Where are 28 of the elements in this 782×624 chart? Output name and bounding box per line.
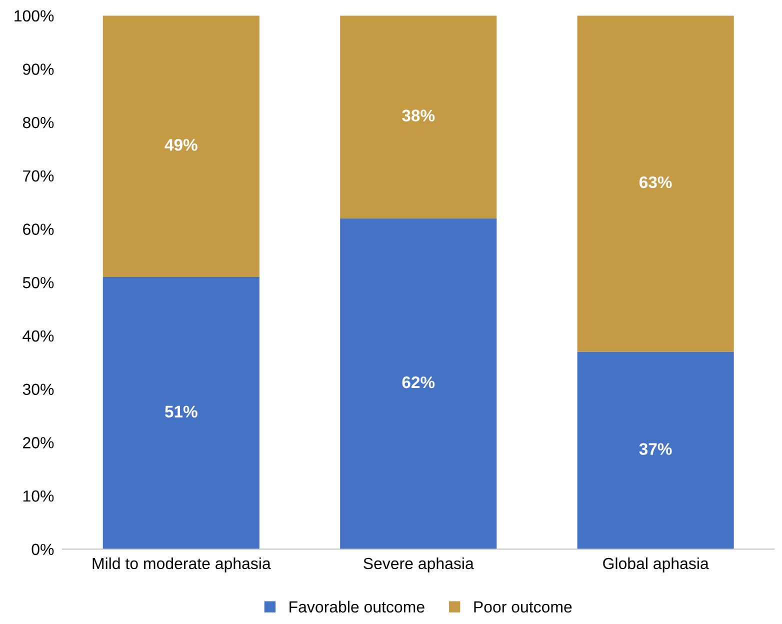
data-label: 62% (402, 376, 435, 388)
legend-label: Poor outcome (474, 601, 572, 613)
y-tick-label: 30% (22, 384, 54, 396)
y-tick-label: 100% (14, 10, 54, 22)
data-label: 38% (402, 110, 435, 122)
data-label: 51% (165, 406, 198, 418)
bar (340, 16, 497, 218)
bar (102, 16, 260, 278)
bar (577, 352, 734, 550)
y-tick-label: 70% (23, 170, 54, 182)
y-tick-label: 80% (22, 116, 54, 128)
bar (577, 16, 734, 352)
y-tick-label: 20% (23, 437, 54, 448)
data-label: 63% (640, 176, 672, 188)
data-label: 37% (639, 443, 672, 455)
y-tick-label: 50% (22, 276, 54, 288)
y-tick-label: 0% (32, 544, 54, 556)
bar (340, 218, 497, 550)
y-tick-label: 40% (22, 330, 54, 342)
data-label: 49% (164, 138, 198, 151)
bar (102, 277, 260, 550)
y-tick-label: 90% (23, 64, 54, 75)
x-tick-label: Severe aphasia (364, 557, 474, 572)
x-tick-label: Global aphasia (603, 557, 709, 572)
y-tick-label: 10% (23, 490, 54, 502)
legend-label: Favorable outcome (290, 600, 424, 613)
x-tick-label: Mild to moderate aphasia (92, 557, 271, 572)
y-tick-label: 60% (23, 224, 54, 235)
